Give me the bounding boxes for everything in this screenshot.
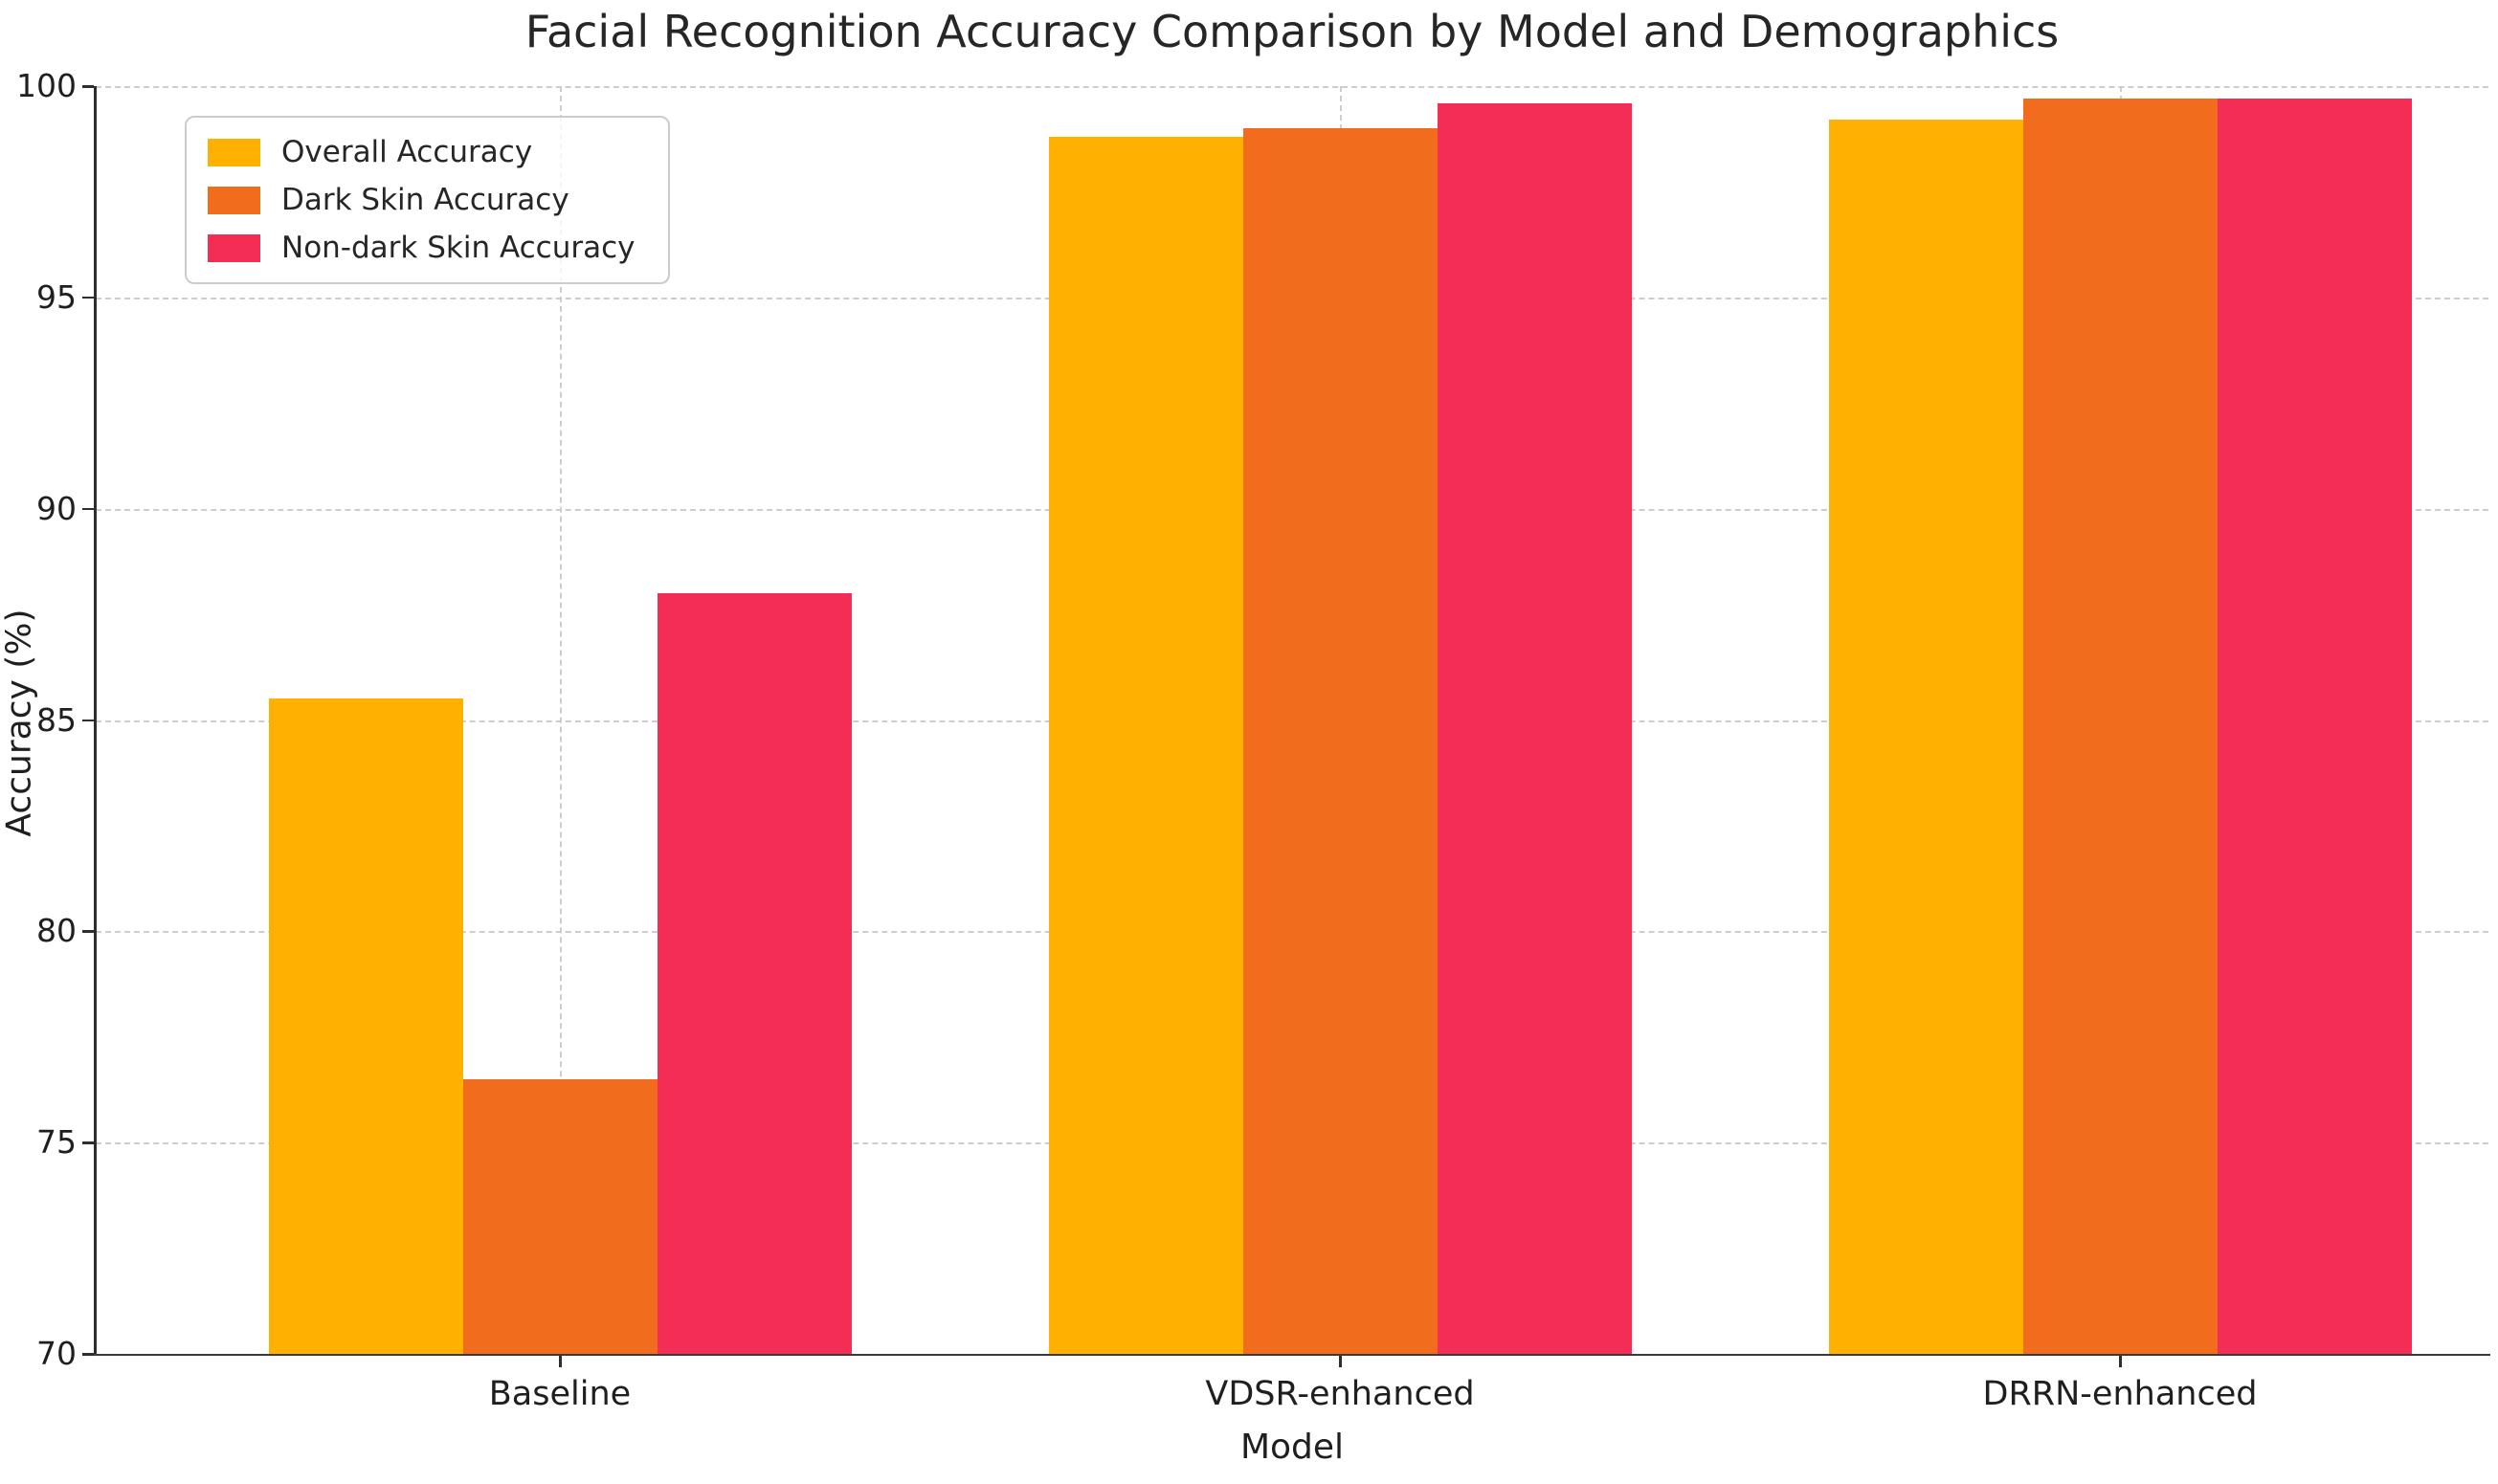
x-tick-label-drrn-enhanced: DRRN-enhanced xyxy=(1982,1375,2258,1413)
bar-overall-accuracy-baseline xyxy=(268,698,463,1354)
y-tick-70 xyxy=(82,1353,94,1356)
y-tick-95 xyxy=(82,296,94,299)
y-tick-label-70: 70 xyxy=(36,1335,77,1372)
legend-swatch-icon xyxy=(208,186,260,214)
y-tick-label-80: 80 xyxy=(36,912,77,950)
y-axis-label: Accuracy (%) xyxy=(0,609,39,837)
y-tick-label-85: 85 xyxy=(36,700,77,739)
legend-swatch-icon xyxy=(208,138,260,166)
x-tick-drrn-enhanced xyxy=(2119,1356,2122,1367)
y-tick-90 xyxy=(82,507,94,511)
x-tick-vdsr-enhanced xyxy=(1339,1356,1342,1367)
chart-title: Facial Recognition Accuracy Comparison b… xyxy=(524,6,2060,57)
y-tick-80 xyxy=(82,930,94,933)
x-axis-spine xyxy=(94,1353,2490,1356)
y-tick-label-95: 95 xyxy=(36,277,77,316)
y-tick-75 xyxy=(82,1141,94,1144)
bar-non-dark-skin-accuracy-vdsr-enhanced xyxy=(1437,102,1632,1354)
bar-dark-skin-accuracy-drrn-enhanced xyxy=(2022,99,2218,1354)
bar-dark-skin-accuracy-baseline xyxy=(462,1078,658,1354)
bar-overall-accuracy-drrn-enhanced xyxy=(1828,120,2023,1354)
x-tick-label-baseline: Baseline xyxy=(488,1375,632,1413)
legend: Overall Accuracy Dark Skin Accuracy Non-da… xyxy=(185,116,670,284)
y-tick-label-75: 75 xyxy=(36,1123,77,1162)
gridline-x-baseline xyxy=(560,86,562,1354)
legend-label: Overall Accuracy xyxy=(281,135,533,169)
y-tick-100 xyxy=(82,85,94,88)
legend-item-dark-skin-accuracy: Dark Skin Accuracy xyxy=(208,183,636,217)
x-tick-label-vdsr-enhanced: VDSR-enhanced xyxy=(1205,1375,1475,1413)
y-tick-label-90: 90 xyxy=(36,489,77,527)
legend-label: Non-dark Skin Accuracy xyxy=(281,231,636,265)
y-axis-spine xyxy=(94,86,97,1354)
gridline-y-100 xyxy=(96,86,2488,88)
x-axis-label: Model xyxy=(1239,1428,1345,1467)
bar-non-dark-skin-accuracy-baseline xyxy=(657,593,852,1354)
legend-item-non-dark-skin-accuracy: Non-dark Skin Accuracy xyxy=(208,231,636,265)
bar-overall-accuracy-vdsr-enhanced xyxy=(1048,137,1243,1354)
bar-non-dark-skin-accuracy-drrn-enhanced xyxy=(2217,99,2412,1354)
legend-item-overall-accuracy: Overall Accuracy xyxy=(208,135,636,169)
bar-dark-skin-accuracy-vdsr-enhanced xyxy=(1242,128,1438,1354)
plot-area: Overall Accuracy Dark Skin Accuracy Non-da… xyxy=(82,85,2490,1367)
x-tick-baseline xyxy=(559,1356,562,1367)
y-tick-85 xyxy=(82,719,94,721)
y-tick-label-100: 100 xyxy=(16,67,77,104)
legend-label: Dark Skin Accuracy xyxy=(281,183,569,217)
legend-swatch-icon xyxy=(208,233,260,262)
